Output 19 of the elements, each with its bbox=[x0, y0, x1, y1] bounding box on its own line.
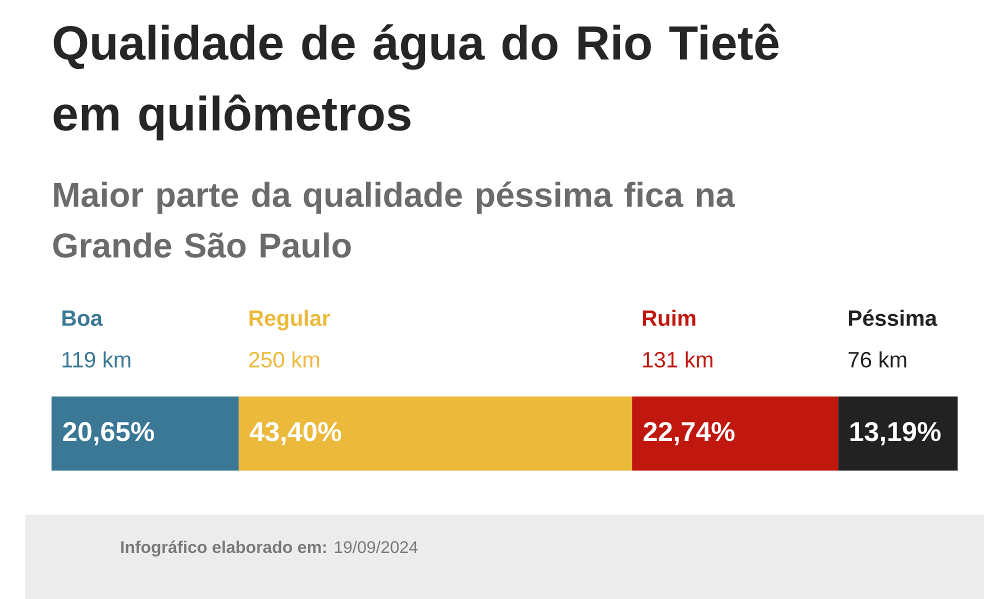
text: 250 km bbox=[249, 351, 320, 368]
data-label: 13,19% bbox=[850, 422, 941, 446]
text: 131 km bbox=[643, 351, 712, 368]
text: Regular bbox=[250, 310, 330, 330]
text: Péssima bbox=[848, 309, 938, 326]
data-label: 20,65% bbox=[63, 422, 154, 446]
bar bbox=[52, 396, 239, 471]
data-label: 22,74% bbox=[644, 422, 734, 446]
bar bbox=[632, 396, 838, 471]
text: 119 km bbox=[62, 351, 130, 368]
text: Ruim bbox=[642, 310, 696, 326]
text: 76 km bbox=[848, 351, 906, 368]
chart-title: Qualidade de água do Rio Tietê em quilômetros bbox=[54, 24, 778, 140]
data-label: 43,40% bbox=[250, 422, 342, 446]
chart-subtitle: Maior parte da qualidade péssima fica na Grande São Paulo bbox=[53, 181, 736, 258]
text: Boa bbox=[62, 310, 103, 326]
text: Infográfico elaborado em: 19/09/2024 bbox=[121, 540, 418, 556]
bar bbox=[838, 396, 958, 471]
bar bbox=[238, 396, 632, 471]
